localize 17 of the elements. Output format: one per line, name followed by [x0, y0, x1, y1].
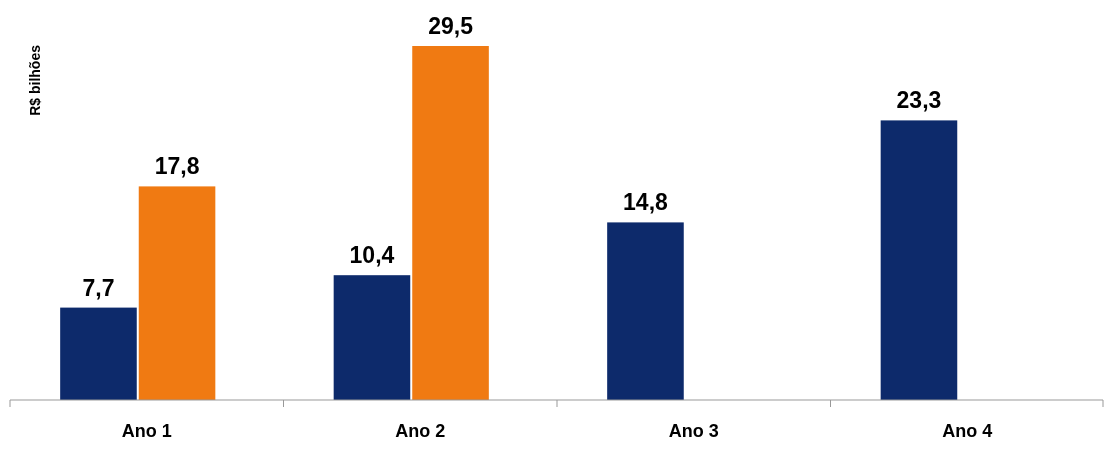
data-label: 7,7: [82, 274, 115, 301]
y-axis-title: R$ bilhões: [27, 44, 43, 116]
x-tick-label: Ano 4: [942, 421, 993, 441]
bar: [60, 307, 137, 400]
bar: [607, 222, 684, 400]
bar: [138, 186, 216, 400]
data-label: 23,3: [896, 87, 942, 114]
bar: [880, 120, 958, 400]
data-label: 14,8: [623, 189, 669, 216]
x-tick-label: Ano 2: [395, 421, 446, 441]
bar: [412, 46, 489, 400]
data-label: 10,4: [349, 242, 395, 269]
data-label: 29,5: [428, 13, 474, 39]
bar: [333, 275, 411, 400]
data-label: 17,8: [154, 153, 200, 180]
x-tick-label: Ano 1: [121, 421, 172, 441]
x-tick-label: Ano 3: [668, 421, 719, 441]
